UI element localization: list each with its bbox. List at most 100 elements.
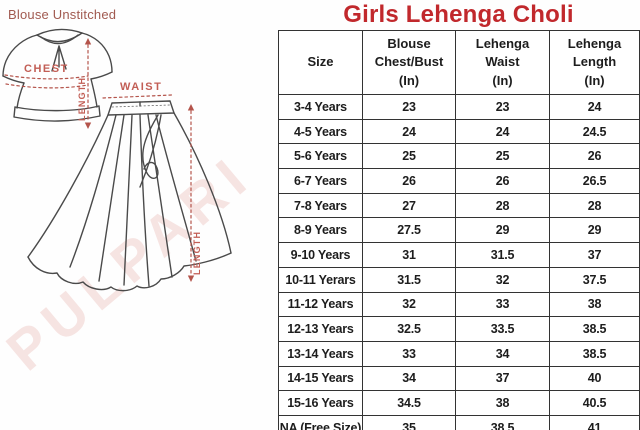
size-table: Size Blouse Chest/Bust (In) Lehenga Waist (In)… xyxy=(278,30,640,430)
column-header: Size xyxy=(278,30,363,95)
measurement-cell: 38.5 xyxy=(549,340,640,367)
measurement-cell: 38 xyxy=(455,390,550,416)
table-row: 15-16 Years 34.5 38 40.5 xyxy=(278,390,640,416)
measurement-cell: 26 xyxy=(549,143,640,170)
table-row: 14-15 Years 34 37 40 xyxy=(278,365,640,392)
table-row: 12-13 Years 32.5 33.5 38.5 xyxy=(278,316,640,342)
table-row: 5-6 Years 25 25 26 xyxy=(278,143,640,170)
size-cell: 11-12 Years xyxy=(278,291,363,318)
measurement-cell: 26 xyxy=(455,168,550,194)
waist-dashed-line xyxy=(102,94,173,99)
measurement-cell: 26.5 xyxy=(549,168,640,194)
blouse-neckline xyxy=(36,28,83,36)
skirt-left-edge xyxy=(27,114,109,258)
table-row: 9-10 Years 31 31.5 37 xyxy=(278,242,640,268)
measurement-cell: 37 xyxy=(549,242,640,268)
measurement-cell: 28 xyxy=(549,192,640,219)
measurement-cell: 34 xyxy=(455,340,550,367)
blouse-left-sleeve-hem xyxy=(2,75,25,84)
blouse-length-label: LENGTH xyxy=(77,77,87,121)
size-cell: 12-13 Years xyxy=(278,316,363,342)
measurement-cell: 24 xyxy=(549,94,640,120)
measurement-cell: 29 xyxy=(455,217,550,244)
arrow-up-icon xyxy=(187,104,195,111)
measurement-cell: 29 xyxy=(549,217,640,244)
measurement-cell: 31.5 xyxy=(362,266,456,293)
measurement-cell: 24.5 xyxy=(549,118,640,145)
blouse-left-side-seam xyxy=(16,82,25,109)
skirt-hem xyxy=(27,252,232,292)
table-row: 13-14 Years 33 34 38.5 xyxy=(278,340,640,367)
measurement-cell: 33 xyxy=(362,340,456,367)
table-row: 8-9 Years 27.5 29 29 xyxy=(278,217,640,244)
blouse-waistband xyxy=(13,105,101,122)
garment-line-drawing: CHEST LENGTH WAIST LENGTH xyxy=(2,28,232,292)
measurement-cell: 31 xyxy=(362,242,456,268)
measurement-cell: 24 xyxy=(362,118,456,145)
blouse-right-side-seam xyxy=(90,78,98,108)
column-header: Lehenga Waist (In) xyxy=(455,30,550,95)
chest-label: CHEST xyxy=(24,63,69,75)
size-cell: 13-14 Years xyxy=(278,340,363,367)
size-cell: 5-6 Years xyxy=(278,143,363,170)
skirt-drawstring xyxy=(139,114,162,188)
lehenga-sketch: WAIST LENGTH xyxy=(27,81,232,292)
table-row: 4-5 Years 24 24 24.5 xyxy=(278,118,640,145)
measurement-cell: 33 xyxy=(455,291,550,318)
measurement-cell: 35 xyxy=(362,414,456,430)
table-row: 11-12 Years 32 33 38 xyxy=(278,291,640,318)
size-cell: NA (Free Size) xyxy=(278,414,363,430)
chest-dashed-line-2 xyxy=(5,83,89,89)
arrow-down-icon xyxy=(187,275,195,282)
measurement-cell: 23 xyxy=(455,94,550,120)
measurement-cell: 37.5 xyxy=(549,266,640,293)
skirt-waistband xyxy=(107,100,175,116)
measurement-cell: 40.5 xyxy=(549,390,640,416)
measurement-cell: 41 xyxy=(549,414,640,430)
size-cell: 14-15 Years xyxy=(278,365,363,392)
column-header: Lehenga Length (In) xyxy=(549,30,640,95)
size-cell: 6-7 Years xyxy=(278,168,363,194)
size-cell: 8-9 Years xyxy=(278,217,363,244)
size-cell: 7-8 Years xyxy=(278,192,363,219)
size-table-header-row: Size Blouse Chest/Bust (In) Lehenga Waist (In)… xyxy=(278,30,640,95)
blouse-sketch: CHEST LENGTH xyxy=(2,28,113,129)
measurement-cell: 23 xyxy=(362,94,456,120)
measurement-cell: 27.5 xyxy=(362,217,456,244)
blouse-right-sleeve-hem xyxy=(90,71,113,80)
size-cell: 4-5 Years xyxy=(278,118,363,145)
table-row: 10-11 Yerars 31.5 32 37.5 xyxy=(278,266,640,293)
arrow-up-icon xyxy=(84,38,92,45)
measurement-cell: 38.5 xyxy=(455,414,550,430)
size-cell: 15-16 Years xyxy=(278,390,363,416)
measurement-cell: 33.5 xyxy=(455,316,550,342)
measurement-cell: 34 xyxy=(362,365,456,392)
blouse-left-sleeve xyxy=(2,34,38,77)
measurement-cell: 31.5 xyxy=(455,242,550,268)
measurement-cell: 27 xyxy=(362,192,456,219)
waistband-stitching xyxy=(111,104,171,108)
size-cell: 10-11 Yerars xyxy=(278,266,363,293)
measurement-cell: 25 xyxy=(362,143,456,170)
blouse-pleat-lines xyxy=(51,45,67,72)
measurement-cell: 28 xyxy=(455,192,550,219)
measurement-cell: 38.5 xyxy=(549,316,640,342)
measurement-cell: 37 xyxy=(455,365,550,392)
measurement-cell: 38 xyxy=(549,291,640,318)
measurement-cell: 34.5 xyxy=(362,390,456,416)
arrow-down-icon xyxy=(84,122,92,129)
measurement-cell: 26 xyxy=(362,168,456,194)
table-row: 7-8 Years 27 28 28 xyxy=(278,192,640,219)
skirt-length-label: LENGTH xyxy=(192,231,202,275)
skirt-panel-lines xyxy=(69,114,197,287)
size-cell: 9-10 Years xyxy=(278,242,363,268)
size-table-container: Size Blouse Chest/Bust (In) Lehenga Waist (In)… xyxy=(278,30,640,430)
measurement-cell: 32 xyxy=(455,266,550,293)
blouse-right-sleeve xyxy=(81,32,113,73)
measurement-cell: 32 xyxy=(362,291,456,318)
size-table-body: 3-4 Years 23 23 24 4-5 Years 24 24 24.5 5-6 Year… xyxy=(278,94,640,430)
measurement-cell: 24 xyxy=(455,118,550,145)
table-row: 3-4 Years 23 23 24 xyxy=(278,94,640,120)
chest-dashed-line xyxy=(4,74,89,80)
